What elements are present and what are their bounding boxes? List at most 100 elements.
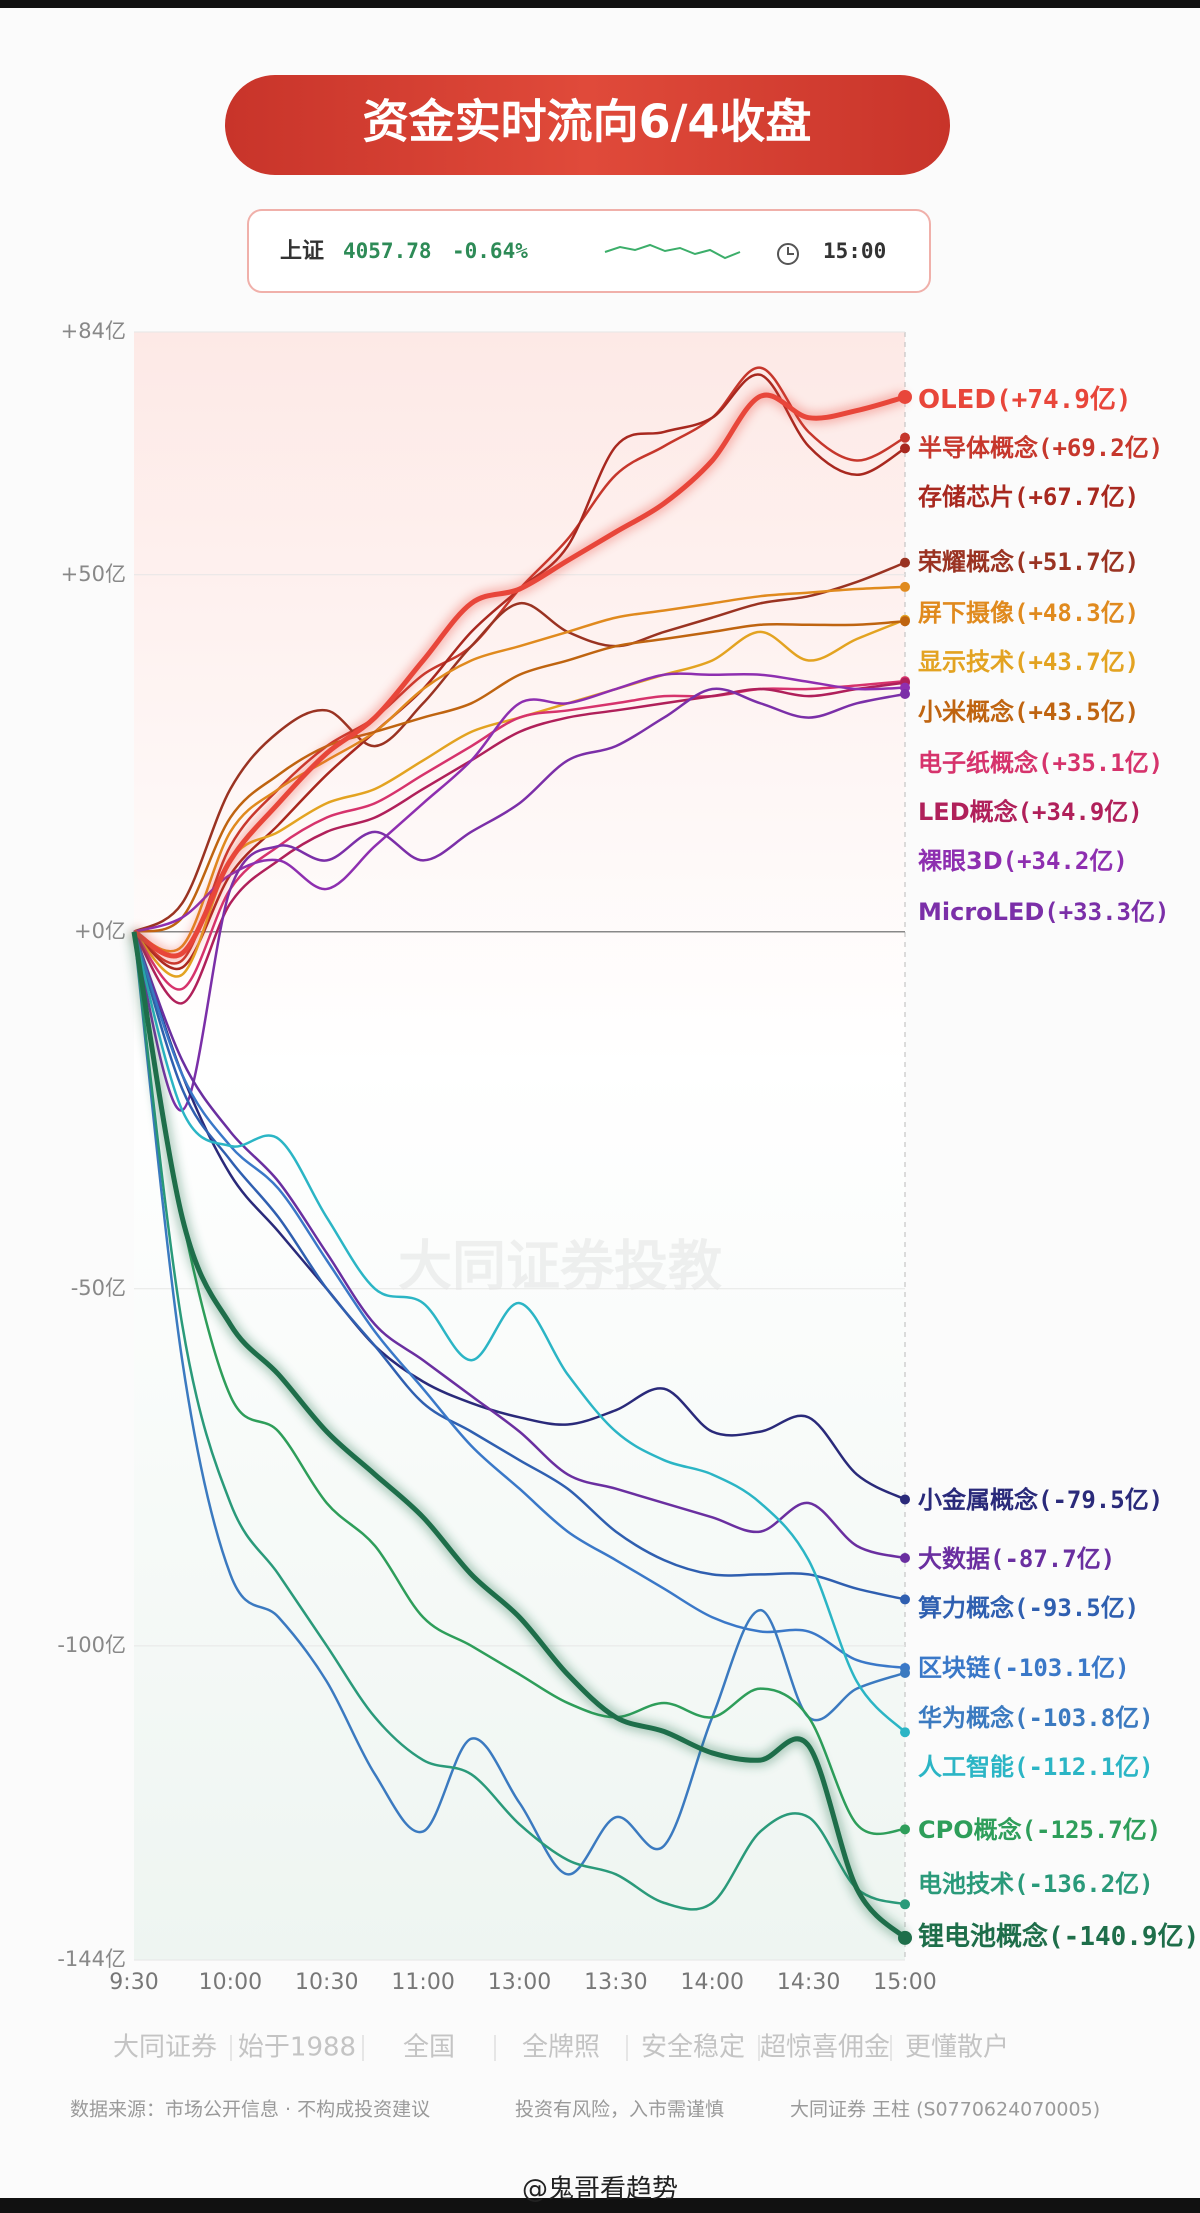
series-line [132,931,906,1601]
x-tick-label: 13:30 [584,1970,647,1995]
series-name: 裸眼3D [918,847,1003,875]
series-name: 区块链 [918,1654,991,1682]
disclaimer: 大同证券 王柱 (S0770624070005) [790,2099,1100,2121]
x-tick-label: 11:00 [391,1970,454,1995]
x-tick-label: 14:00 [681,1970,744,1995]
end-dot [898,389,912,404]
y-tick-label: -100亿 [57,1633,126,1657]
series-name: CPO概念 [918,1816,1022,1844]
series-value-label: (+69.2亿) [1038,434,1163,462]
series-label: 人工智能(-112.1亿) [918,1753,1154,1781]
plot-background [134,332,905,1960]
series-label: 荣耀概念(+51.7亿) [918,548,1139,576]
series-line [132,687,906,1112]
end-dot [900,1552,910,1563]
series-value-label: (+33.3亿) [1044,898,1169,926]
y-tick-label: +84亿 [61,319,126,343]
series-value-label: (+74.9亿) [996,385,1132,415]
series-line [132,931,906,1501]
footer: 大同证券 始于1988 全国 全牌照 安全稳定 超惊喜佣金 更懂散户数据来源：市场公开信息 … [70,2033,1100,2121]
series-name: 人工智能 [918,1753,1014,1781]
disclaimer: 投资有风险，入市需谨慎 [515,2099,724,2121]
series-label: 裸眼3D(+34.2亿) [918,847,1128,875]
series-label: 区块链(-103.1亿) [918,1654,1130,1682]
series-line [132,931,906,1876]
series-name: 存储芯片 [918,483,1014,511]
series-value-label: (-103.8亿) [1014,1704,1154,1732]
series-value-label: (-87.7亿) [990,1545,1115,1573]
end-dot [900,689,910,700]
y-tick-label: -50亿 [71,1276,126,1300]
sparkline [604,243,741,260]
series-value-label: (-136.2亿) [1014,1870,1154,1898]
series-value-label: (+43.7亿) [1014,648,1139,676]
clock-icon [777,243,799,265]
series-label: 显示技术(+43.7亿) [918,648,1139,676]
end-dot [900,581,910,592]
brand-item: 更懂散户 [905,2033,1009,2063]
watermark: 大同证券投教 [398,1235,722,1298]
series-name: 半导体概念 [918,434,1038,462]
series-line [132,931,906,1734]
x-tick-label: 15:00 [873,1970,936,1995]
series-name: 锂电池概念 [918,1921,1048,1952]
series-line [132,681,906,1005]
index-box [247,209,931,293]
series-label: 存储芯片(+67.7亿) [918,483,1139,511]
title-pill [225,75,950,175]
top-bar [0,0,1200,8]
series-line [132,931,906,1836]
end-dot [898,1930,912,1945]
end-dot [900,1727,910,1738]
series-value-label: (-79.5亿) [1038,1486,1163,1514]
series-value-label: (-103.1亿) [990,1654,1130,1682]
series-line [132,931,906,1911]
brand-item: 始于1988 [238,2033,356,2063]
index-value: 4057.78 [343,239,432,263]
series-line [133,672,906,933]
series-label: 华为概念(-103.8亿) [918,1704,1154,1732]
series-name: 显示技术 [918,648,1014,676]
series-name: 荣耀概念 [918,548,1014,576]
end-dot [900,1594,910,1605]
disclaimer: 数据来源：市场公开信息 · 不构成投资建议 [70,2099,430,2121]
series-name: 大数据 [918,1545,990,1573]
series-value-label: (-112.1亿) [1014,1753,1154,1781]
series-name: OLED [918,385,996,415]
series-label: 电子纸概念(+35.1亿) [918,749,1163,777]
end-dot [900,443,910,454]
end-dot [900,1899,910,1910]
brand-item: 全国 [403,2033,455,2063]
series-name: 小米概念 [918,698,1014,726]
brand-item: 全牌照 [522,2033,600,2063]
y-tick-label: +0亿 [74,919,126,943]
x-tick-label: 10:30 [295,1970,358,1995]
series-label: 大数据(-87.7亿) [918,1545,1115,1573]
y-tick-label: -144亿 [57,1947,126,1971]
series-line [132,931,906,1560]
end-dot [900,1667,910,1678]
series-label: MicroLED(+33.3亿) [918,898,1169,926]
series-label: LED概念(+34.9亿) [918,798,1143,826]
y-tick-label: +50亿 [61,562,126,586]
series-label: 半导体概念(+69.2亿) [918,434,1163,462]
end-dot [900,1824,910,1835]
series-line [133,585,906,953]
end-dot [900,557,910,568]
series-name: 算力概念 [918,1594,1014,1622]
bottom-bar [0,2198,1200,2213]
series-value-label: (-140.9亿) [1048,1922,1199,1952]
brand-item: 超惊喜佣金 [760,2033,890,2063]
brand-item: 大同证券 [113,2033,217,2063]
series-name: LED概念 [918,798,1018,826]
series-label: OLED(+74.9亿) [918,385,1132,415]
series-label: CPO概念(-125.7亿) [918,1816,1161,1844]
credit: @鬼哥看趋势 [522,2175,678,2205]
index-change: -0.64% [452,239,528,263]
series-label: 屏下摄像(+48.3亿) [918,599,1139,627]
series-label: 小米概念(+43.5亿) [918,698,1139,726]
series-line [132,392,906,959]
series-name: 华为概念 [918,1704,1014,1732]
